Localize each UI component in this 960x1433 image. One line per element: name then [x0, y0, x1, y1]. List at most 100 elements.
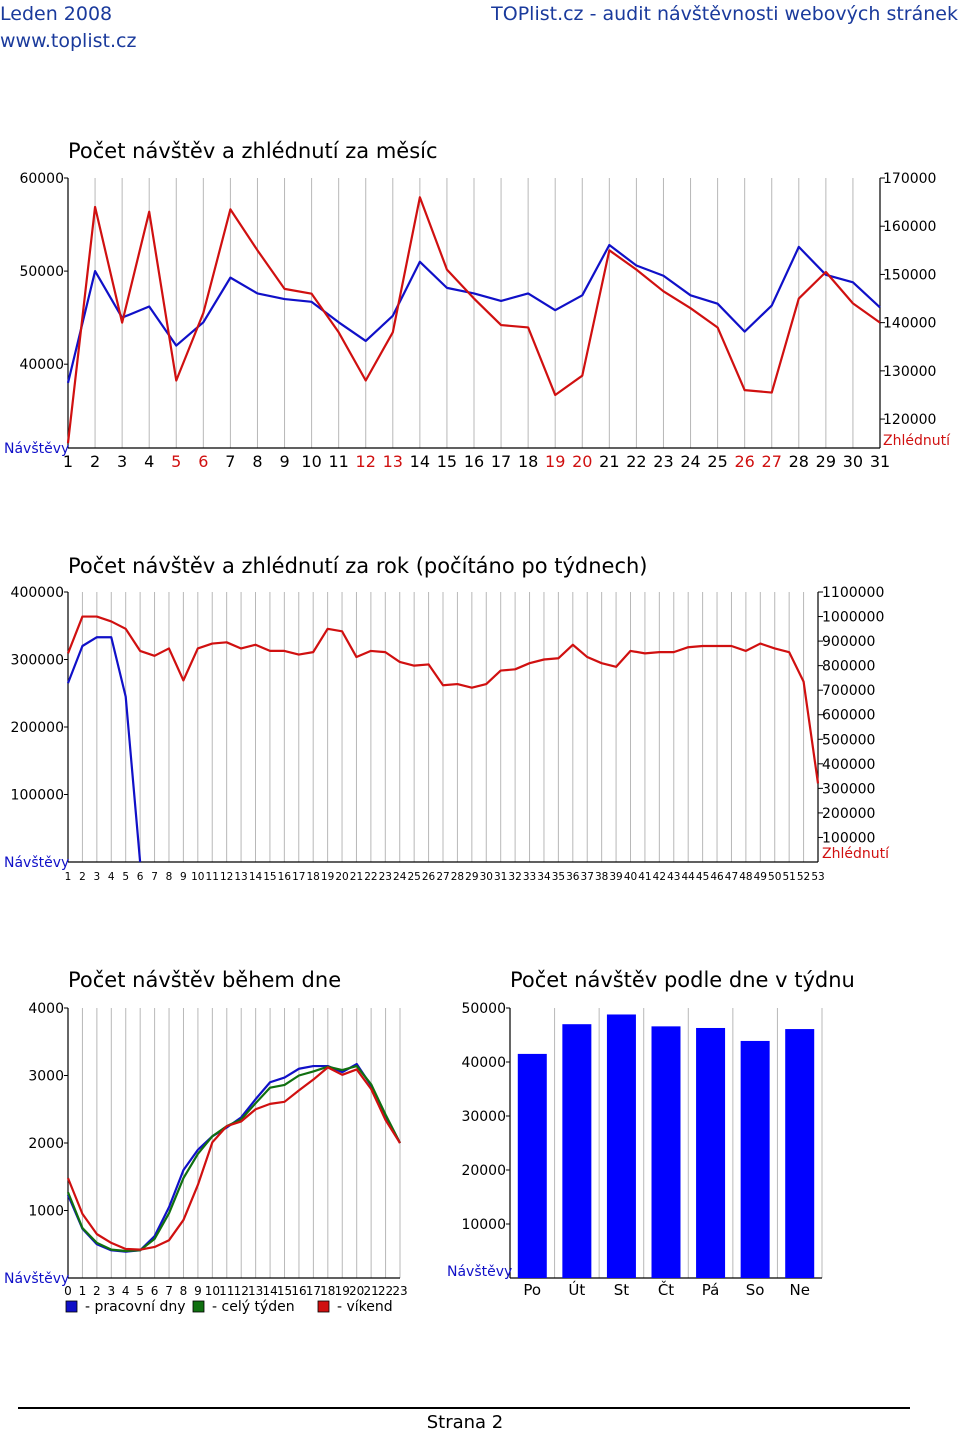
tick-label-right: 700000 [822, 683, 875, 699]
x-tick-label: 16 [291, 1284, 306, 1298]
x-tick-label: 11 [206, 871, 219, 883]
x-tick-label: 21 [350, 871, 363, 883]
page-number: Strana 2 [0, 1412, 930, 1433]
tick-label-right: 140000 [883, 316, 936, 332]
tick-label-right: 120000 [883, 412, 936, 428]
x-tick-label: 13 [234, 871, 247, 883]
x-tick-label: 18 [320, 1284, 335, 1298]
tick-label-left: 40000 [461, 1055, 506, 1071]
x-tick-label: 15 [277, 1284, 292, 1298]
x-tick-label: 53 [811, 871, 824, 883]
x-tick-label: 20 [335, 871, 348, 883]
bar [517, 1053, 547, 1278]
x-tick-label: 15 [437, 452, 457, 471]
x-tick-label: 9 [279, 452, 289, 471]
x-tick-label: 3 [94, 871, 101, 883]
x-tick-label: 25 [407, 871, 420, 883]
x-tick-label: St [614, 1281, 630, 1299]
y-axis-label-left: Návštěvy [447, 1264, 512, 1280]
x-tick-label: 31 [494, 871, 507, 883]
tick-label-left: 300000 [11, 653, 64, 669]
tick-label-left: 400000 [11, 585, 64, 601]
x-tick-label: 48 [739, 871, 752, 883]
x-tick-label: 14 [262, 1284, 277, 1298]
x-tick-label: 6 [151, 1284, 159, 1298]
x-tick-label: 5 [136, 1284, 144, 1298]
tick-label-left: 4000 [28, 1001, 64, 1017]
x-tick-label: 18 [307, 871, 320, 883]
series-line-weekend [66, 1066, 401, 1251]
x-tick-label: 5 [122, 871, 129, 883]
tick-label-left: 50000 [461, 1001, 506, 1017]
series-line-visits [66, 243, 881, 384]
x-tick-label: 28 [451, 871, 464, 883]
bar [696, 1027, 726, 1278]
series-line-views [66, 615, 820, 784]
x-tick-label: 7 [151, 871, 158, 883]
x-tick-label: 47 [725, 871, 738, 883]
tick-label-left: 10000 [461, 1217, 506, 1233]
tick-label-right: 160000 [883, 219, 936, 235]
x-tick-label: 18 [518, 452, 538, 471]
x-tick-label: 22 [364, 871, 377, 883]
x-tick-label: 4 [108, 871, 115, 883]
x-tick-label: 19 [545, 452, 565, 471]
x-tick-label: 24 [393, 871, 407, 883]
x-tick-label: 16 [278, 871, 292, 883]
x-tick-label: 6 [137, 871, 144, 883]
y-axis-label-left: Návštěvy [4, 855, 69, 871]
chart-week: 10000 20000 30000 40000 50000 Návštěvy Po Út St Č… [447, 1001, 823, 1299]
y-axis-label-left: Návštěvy [4, 1271, 69, 1287]
x-tick-label: 44 [682, 871, 696, 883]
x-tick-label: 17 [306, 1284, 321, 1298]
legend-label: - celý týden [212, 1299, 295, 1315]
x-tick-label: 29 [465, 871, 478, 883]
x-tick-label: 27 [436, 871, 449, 883]
x-tick-label: 0 [64, 1284, 72, 1298]
chart-week-title: Počet návštěv podle dne v týdnu [510, 968, 855, 992]
x-tick-label: 11 [328, 452, 348, 471]
x-tick-label: 20 [572, 452, 592, 471]
x-tick-label: 14 [410, 452, 430, 471]
tick-label-right: 150000 [883, 267, 936, 283]
x-tick-label: 31 [870, 452, 890, 471]
x-tick-label: 27 [762, 452, 782, 471]
x-tick-label: 26 [734, 452, 754, 471]
x-tick-label: 5 [171, 452, 181, 471]
chart-month-title: Počet návštěv a zhlédnutí za měsíc [68, 139, 438, 163]
tick-label-right: 800000 [822, 659, 875, 675]
x-tick-label: 51 [782, 871, 795, 883]
x-tick-label: 13 [383, 452, 403, 471]
tick-label-left: 100000 [11, 788, 64, 804]
x-tick-label: 49 [754, 871, 767, 883]
x-tick-label: 21 [599, 452, 619, 471]
tick-label-left: 200000 [11, 720, 64, 736]
x-tick-label: 45 [696, 871, 709, 883]
x-tick-label: 12 [234, 1284, 249, 1298]
bar [651, 1026, 681, 1278]
series-line-views [66, 196, 881, 444]
tick-label-right: 300000 [822, 781, 875, 797]
header-period: Leden 2008 [0, 3, 113, 25]
tick-label-right: 500000 [822, 732, 875, 748]
x-tick-label: 7 [225, 452, 235, 471]
header-site-url[interactable]: www.toplist.cz [0, 30, 137, 52]
x-tick-label: 2 [90, 452, 100, 471]
legend-label: - víkend [337, 1299, 393, 1315]
legend-swatch [317, 1300, 330, 1313]
x-tick-label: 7 [165, 1284, 173, 1298]
tick-label-left: 3000 [28, 1069, 64, 1085]
x-tick-label: 34 [537, 871, 551, 883]
chart-month: 40000 50000 60000 Návštěvy 120000 130000 14000… [4, 171, 951, 471]
x-tick-label: Čt [658, 1280, 674, 1299]
tick-label-right: 100000 [822, 830, 875, 846]
x-tick-label: 8 [166, 871, 173, 883]
x-tick-label: 1 [65, 871, 72, 883]
legend-swatch [65, 1300, 78, 1313]
x-tick-label: 10 [191, 871, 204, 883]
bar [606, 1014, 636, 1278]
y-axis-label-right: Zhlédnutí [822, 846, 890, 862]
x-tick-label: 8 [252, 452, 262, 471]
tick-label-right: 130000 [883, 364, 936, 380]
